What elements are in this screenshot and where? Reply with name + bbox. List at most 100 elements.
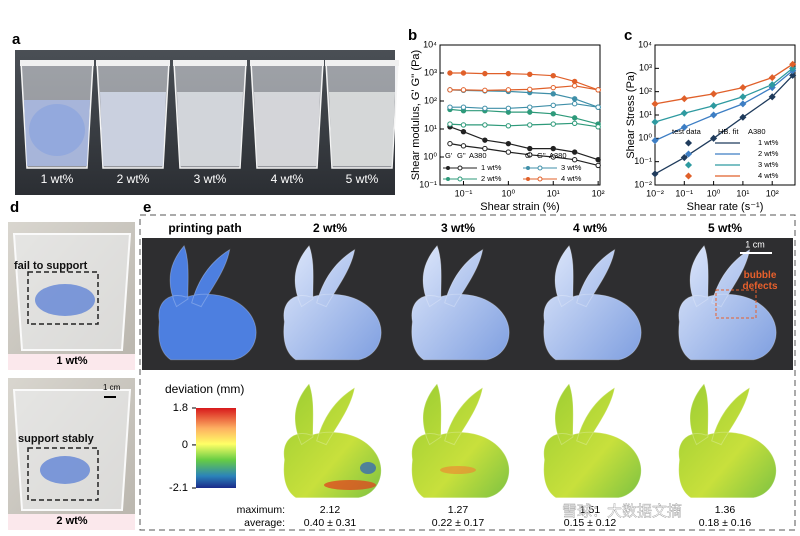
printed-bunny [411,244,510,361]
legend-marker [684,150,693,158]
test-point [651,137,659,145]
average-value: 0.18 ± 0.16 [699,517,752,529]
loss-point [527,122,533,128]
legend-header: test data [672,127,702,136]
test-point [680,95,688,103]
storage-point [527,71,533,77]
average-value: 0.40 ± 0.31 [304,517,357,529]
legend-marker [537,165,543,171]
legend-marker [457,176,463,182]
storage-point [505,140,512,147]
loss-point [460,143,467,149]
storage-point [505,70,512,77]
panel-letter: d [10,199,19,216]
maximum-value: 2.12 [320,504,341,516]
storage-point [550,73,556,79]
y-tick-label: 10³ [639,63,652,73]
loss-point [595,162,601,169]
colorbar-tick-label: 0 [182,439,188,451]
loss-point [571,101,578,107]
test-point [768,93,776,101]
average-value: 0.15 ± 0.12 [564,517,617,529]
modulus-line [450,103,599,109]
plot-frame [439,44,601,186]
fit-line [654,63,794,105]
sample-label: 1 wt% [56,355,87,367]
storage-point [571,78,578,85]
loss-point [595,124,601,130]
storage-point [571,115,578,121]
storage-point [460,70,467,76]
colorbar-tick-label: 1.8 [173,402,188,414]
column-header: 5 wt% [708,221,742,235]
loss-point [482,145,488,152]
loss-point [505,105,512,111]
legend-label: 1 wt% [758,138,779,147]
panel-letter: a [12,31,21,48]
y-tick-label: 10² [639,86,652,96]
x-tick-label: 10² [766,188,779,198]
x-tick-label: 10⁰ [707,188,721,198]
label-strip [8,514,135,530]
legend-header: A380 [748,127,766,136]
test-point [680,123,688,131]
storage-point [527,145,533,152]
loss-point [447,87,453,93]
legend-marker [526,166,530,170]
loss-point [460,122,467,128]
y-axis-label: Shear modulus, G' G'' (Pa) [410,50,422,180]
row-label: average: [244,517,285,529]
gel [100,92,166,166]
storage-point [550,91,556,97]
watermark: 雪球：大数据文摘 [562,502,682,520]
colorbar [196,408,236,488]
modulus-line [450,85,599,92]
gel [254,92,320,166]
test-point [651,170,659,178]
legend-header: G' [525,151,533,160]
x-tick-label: 10⁻¹ [675,188,693,198]
annotation: bubble defects [742,270,777,292]
colorbar-title: deviation (mm) [165,382,244,396]
maximum-value: 1.36 [715,504,736,516]
hot-spot [324,480,376,490]
legend-marker [446,177,450,181]
y-tick-label: 10² [424,95,437,105]
legend-marker [537,176,543,182]
panel-letter: c [624,27,632,44]
loss-point [460,87,467,93]
cup-label: 4 wt% [271,172,304,186]
loss-point [550,121,556,127]
loss-point [482,122,488,128]
panel-letter: e [143,199,151,216]
loss-point [505,87,512,93]
legend-label: 3 wt% [758,160,779,169]
test-point [739,100,747,108]
test-point [739,84,747,92]
x-tick-label: 10⁻¹ [455,188,473,198]
loss-point [527,152,533,158]
y-tick-label: 10⁴ [423,39,437,49]
y-tick-label: 10¹ [639,109,652,119]
legend-label: 4 wt% [561,174,582,183]
loss-point [595,104,601,110]
sample-label: 2 wt% [56,515,87,527]
loss-point [550,84,556,91]
x-tick-label: 10⁻² [646,188,664,198]
loss-point [527,86,533,93]
dashed-box [27,447,99,501]
dashed-frame [139,214,796,531]
loss-point [447,140,453,147]
loss-point [571,157,578,163]
cup-rim [20,60,94,66]
loss-point [550,154,556,160]
storage-point [571,149,578,155]
legend-header: HB. fit [718,127,739,136]
test-point [768,74,776,82]
scale-bar-label: 1 cm [103,383,121,392]
y-axis-label: Shear Stress (Pa) [625,71,637,158]
cup-label: 3 wt% [194,172,227,186]
x-tick-label: 10² [592,188,605,198]
test-point [789,64,797,72]
average-value: 0.22 ± 0.17 [432,517,485,529]
